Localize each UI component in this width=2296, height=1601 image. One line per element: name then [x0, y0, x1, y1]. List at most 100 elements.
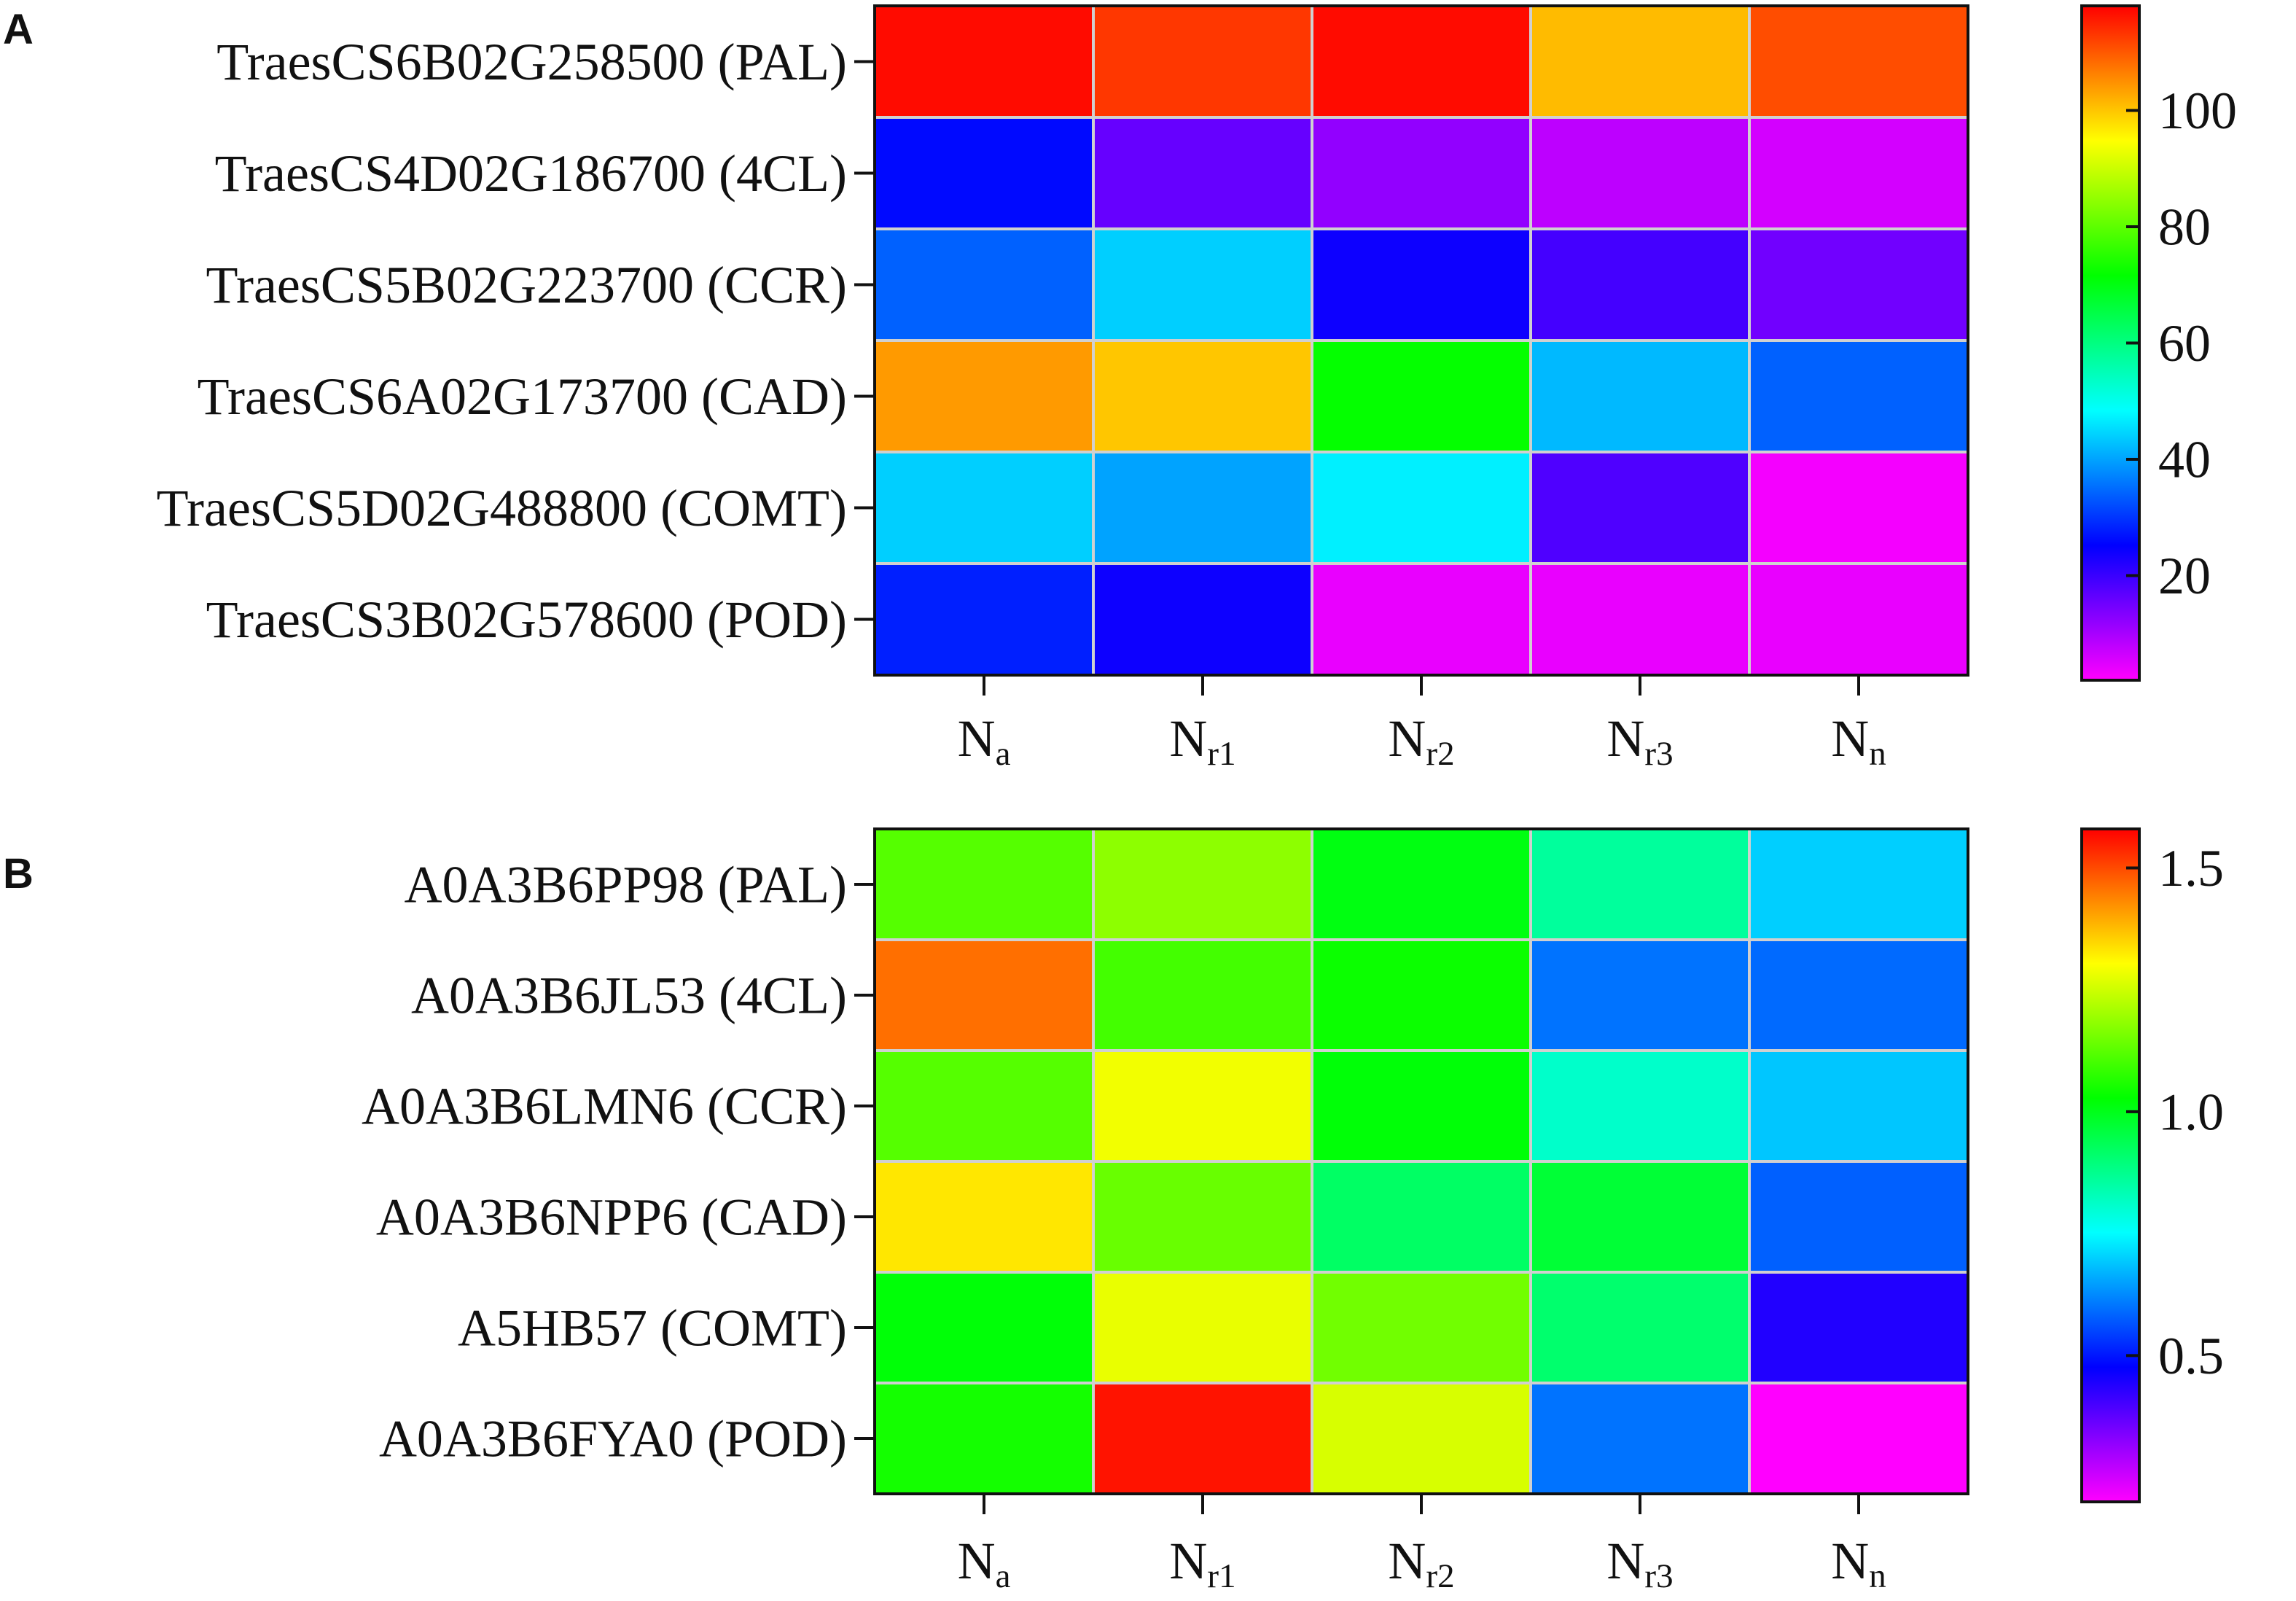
heatmap-cell	[873, 1160, 1095, 1274]
heatmap-cell	[1092, 562, 1313, 677]
row-label: TraesCS6B02G258500 (PAL)	[216, 33, 847, 91]
column-label-main: N	[1169, 1532, 1207, 1590]
heatmap-cell	[873, 562, 1095, 677]
heatmap-cell	[1311, 827, 1532, 941]
panel-letter: A	[3, 6, 34, 53]
column-label: Nr2	[1388, 1532, 1454, 1595]
column-label: Nr2	[1388, 709, 1454, 773]
heatmap-cell	[1529, 938, 1751, 1052]
heatmap-cell	[1092, 1382, 1313, 1495]
heatmap-cell	[1311, 1049, 1532, 1163]
heatmap-cell	[1311, 938, 1532, 1052]
panel-letter: B	[3, 850, 34, 897]
heatmap-cell	[1529, 227, 1751, 342]
heatmap-cell	[1092, 827, 1313, 941]
heatmap-cell	[1529, 1160, 1751, 1274]
panel-b: B A0A3B6PP98 (PAL) A0A3B6JL53 (4CL) A0A3B6L…	[3, 827, 2224, 1595]
heatmap-cell	[873, 1271, 1095, 1384]
heatmap-cell	[1529, 1271, 1751, 1384]
colorbar-tick-label: 1.5	[2158, 839, 2224, 897]
colorbar-tick-label: 0.5	[2158, 1327, 2224, 1385]
colorbar-tick-label: 1.0	[2158, 1083, 2224, 1141]
column-label-main: N	[1169, 709, 1207, 768]
heatmap-cell	[1311, 339, 1532, 453]
heatmap-cell	[1092, 1271, 1313, 1384]
heatmap-cell	[1748, 1382, 1969, 1495]
heatmap-cell	[873, 116, 1095, 230]
colorbar-tick-label: 20	[2158, 547, 2211, 605]
column-label-main: N	[1831, 709, 1869, 768]
heatmap-cell	[1529, 4, 1751, 119]
row-label: A0A3B6NPP6 (CAD)	[376, 1188, 847, 1246]
heatmap-cell	[1092, 1049, 1313, 1163]
column-label-sub: r2	[1426, 1557, 1454, 1595]
heatmap-cell	[1529, 827, 1751, 941]
heatmap-cell	[1311, 1382, 1532, 1495]
column-label-sub: n	[1869, 735, 1886, 773]
heatmap-cell	[1748, 1271, 1969, 1384]
column-label-sub: r1	[1207, 735, 1235, 773]
heatmap-cell	[1748, 938, 1969, 1052]
heatmap-cell	[1748, 451, 1969, 565]
heatmap-cell	[1748, 562, 1969, 677]
heatmap-cell	[1311, 451, 1532, 565]
heatmap-cell	[1092, 451, 1313, 565]
heatmap-cell	[1748, 116, 1969, 230]
column-label-main: N	[958, 709, 996, 768]
heatmap-cell	[1311, 1160, 1532, 1274]
row-label: A0A3B6JL53 (4CL)	[411, 966, 847, 1024]
heatmap-cell	[1748, 339, 1969, 453]
column-label: Na	[958, 1532, 1011, 1595]
panel-a: A TraesCS6B02G258500 (PAL) TraesCS4D02G186…	[3, 4, 2237, 773]
heatmap-cell	[1529, 562, 1751, 677]
column-label-main: N	[1831, 1532, 1869, 1590]
row-label: TraesCS5D02G488800 (COMT)	[157, 479, 847, 537]
row-label: TraesCS6A02G173700 (CAD)	[198, 367, 847, 426]
column-label-sub: r1	[1207, 1557, 1235, 1595]
heatmap-cell	[873, 451, 1095, 565]
heatmap-cell	[873, 827, 1095, 941]
column-label: Nr1	[1169, 709, 1235, 773]
column-label: Nr1	[1169, 1532, 1235, 1595]
heatmap-cell	[1529, 451, 1751, 565]
heatmap-cell	[1529, 1049, 1751, 1163]
column-label: Na	[958, 709, 1011, 773]
heatmap-cell	[873, 938, 1095, 1052]
colorbar-tick-label: 40	[2158, 430, 2211, 488]
heatmap-cell	[873, 339, 1095, 453]
heatmap-cell	[1092, 339, 1313, 453]
row-label: A0A3B6LMN6 (CCR)	[362, 1077, 847, 1135]
column-label-sub: a	[996, 1557, 1011, 1595]
column-label-main: N	[958, 1532, 996, 1590]
column-label: Nr3	[1606, 709, 1673, 773]
row-label: A0A3B6FYA0 (POD)	[379, 1409, 847, 1468]
row-label: A0A3B6PP98 (PAL)	[405, 855, 847, 914]
heatmap-cell	[1311, 1271, 1532, 1384]
heatmap-cell	[1092, 4, 1313, 119]
row-label: TraesCS5B02G223700 (CCR)	[206, 256, 847, 314]
column-label: Nr3	[1606, 1532, 1673, 1595]
column-label-main: N	[1388, 709, 1426, 768]
column-label-main: N	[1388, 1532, 1426, 1590]
heatmap-cell	[873, 1382, 1095, 1495]
heatmap-cell	[1529, 1382, 1751, 1495]
column-label-sub: r2	[1426, 735, 1454, 773]
heatmap-cell	[873, 1049, 1095, 1163]
column-label-main: N	[1606, 1532, 1644, 1590]
heatmap-cell	[1311, 562, 1532, 677]
heatmap-cell	[1748, 1160, 1969, 1274]
heatmap-cell	[873, 227, 1095, 342]
column-label: Nn	[1831, 709, 1886, 773]
column-label-sub: r3	[1644, 735, 1673, 773]
heatmap-cell	[1529, 116, 1751, 230]
column-label-sub: a	[996, 735, 1011, 773]
heatmap-cell	[1092, 116, 1313, 230]
colorbar-tick-label: 60	[2158, 314, 2211, 373]
heatmap-cell	[1748, 4, 1969, 119]
heatmap-cell	[1092, 1160, 1313, 1274]
heatmap-cell	[1311, 4, 1532, 119]
column-label-sub: r3	[1644, 1557, 1673, 1595]
heatmap-cell	[1092, 938, 1313, 1052]
